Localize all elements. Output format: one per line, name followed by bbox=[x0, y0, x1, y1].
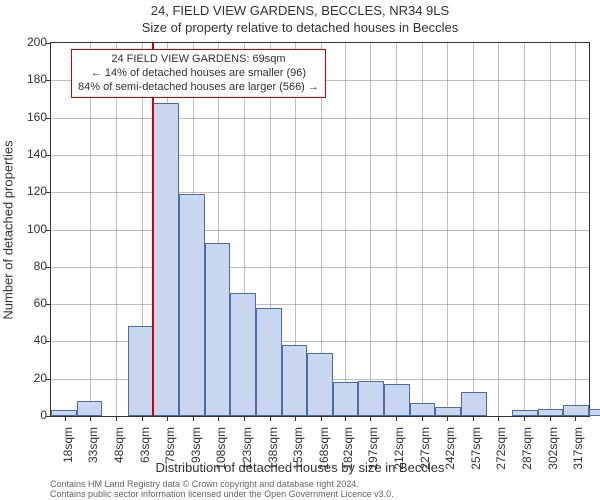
histogram-bar bbox=[282, 345, 308, 416]
annotation-line-1: 24 FIELD VIEW GARDENS: 69sqm bbox=[78, 53, 319, 67]
y-tick-label: 60 bbox=[7, 296, 47, 310]
x-tick-label: 18sqm bbox=[61, 427, 75, 487]
histogram-bar bbox=[435, 407, 461, 416]
grid-line-v bbox=[447, 43, 448, 416]
grid-line-v bbox=[550, 43, 551, 416]
footer-line-2: Contains public sector information licen… bbox=[50, 490, 394, 500]
marker-line bbox=[152, 43, 154, 416]
histogram-bar bbox=[179, 194, 205, 416]
histogram-bar bbox=[358, 381, 384, 416]
x-tick-label: 227sqm bbox=[418, 427, 432, 487]
grid-line-v bbox=[422, 43, 423, 416]
x-tick-label: 197sqm bbox=[366, 427, 380, 487]
annotation-line-3: 84% of semi-detached houses are larger (… bbox=[78, 81, 319, 95]
x-tick-label: 272sqm bbox=[494, 427, 508, 487]
histogram-bar bbox=[77, 401, 103, 416]
x-tick-mark bbox=[321, 416, 322, 421]
grid-line-v bbox=[345, 43, 346, 416]
grid-line-v bbox=[524, 43, 525, 416]
grid-line-v bbox=[498, 43, 499, 416]
x-tick-label: 182sqm bbox=[341, 427, 355, 487]
y-tick-label: 100 bbox=[7, 222, 47, 236]
grid-line-v bbox=[370, 43, 371, 416]
x-tick-label: 78sqm bbox=[163, 427, 177, 487]
x-tick-mark bbox=[295, 416, 296, 421]
page-title: 24, FIELD VIEW GARDENS, BECCLES, NR34 9L… bbox=[0, 3, 600, 18]
x-tick-mark bbox=[345, 416, 346, 421]
x-tick-label: 33sqm bbox=[86, 427, 100, 487]
x-tick-label: 48sqm bbox=[112, 427, 126, 487]
y-tick-label: 40 bbox=[7, 333, 47, 347]
x-tick-label: 168sqm bbox=[317, 427, 331, 487]
histogram-bar bbox=[461, 392, 487, 416]
annotation-line-2: ← 14% of detached houses are smaller (96… bbox=[78, 67, 319, 81]
y-tick-label: 80 bbox=[7, 259, 47, 273]
plot-area: 24 FIELD VIEW GARDENS: 69sqm ← 14% of de… bbox=[50, 42, 590, 417]
x-tick-mark bbox=[167, 416, 168, 421]
histogram-bar bbox=[307, 353, 333, 416]
histogram-bar bbox=[256, 308, 282, 416]
grid-line-v bbox=[116, 43, 117, 416]
grid-line-v bbox=[396, 43, 397, 416]
x-tick-label: 108sqm bbox=[214, 427, 228, 487]
x-tick-mark bbox=[370, 416, 371, 421]
x-tick-mark bbox=[270, 416, 271, 421]
x-tick-label: 242sqm bbox=[443, 427, 457, 487]
histogram-bar bbox=[51, 410, 77, 416]
chart-page: 24, FIELD VIEW GARDENS, BECCLES, NR34 9L… bbox=[0, 0, 600, 500]
x-tick-mark bbox=[193, 416, 194, 421]
x-tick-label: 317sqm bbox=[571, 427, 585, 487]
annotation-box: 24 FIELD VIEW GARDENS: 69sqm ← 14% of de… bbox=[71, 49, 326, 98]
x-tick-label: 63sqm bbox=[138, 427, 152, 487]
x-tick-mark bbox=[524, 416, 525, 421]
x-tick-mark bbox=[116, 416, 117, 421]
x-tick-mark bbox=[244, 416, 245, 421]
y-tick-label: 120 bbox=[7, 184, 47, 198]
histogram-bar bbox=[205, 243, 231, 416]
x-tick-mark bbox=[550, 416, 551, 421]
histogram-bar bbox=[563, 405, 589, 416]
histogram-bar bbox=[589, 409, 600, 416]
y-tick-label: 200 bbox=[7, 35, 47, 49]
histogram-bar bbox=[333, 382, 359, 416]
x-tick-mark bbox=[473, 416, 474, 421]
x-tick-label: 257sqm bbox=[469, 427, 483, 487]
x-tick-label: 287sqm bbox=[520, 427, 534, 487]
x-tick-mark bbox=[65, 416, 66, 421]
y-tick-label: 0 bbox=[7, 408, 47, 422]
x-tick-mark bbox=[447, 416, 448, 421]
x-tick-mark bbox=[90, 416, 91, 421]
x-tick-mark bbox=[396, 416, 397, 421]
x-tick-label: 93sqm bbox=[189, 427, 203, 487]
histogram-bar bbox=[512, 410, 538, 416]
histogram-bar bbox=[384, 384, 410, 416]
histogram-bar bbox=[410, 403, 436, 416]
x-tick-mark bbox=[422, 416, 423, 421]
x-tick-label: 212sqm bbox=[392, 427, 406, 487]
x-tick-label: 138sqm bbox=[266, 427, 280, 487]
y-tick-label: 160 bbox=[7, 110, 47, 124]
x-tick-mark bbox=[142, 416, 143, 421]
x-tick-mark bbox=[575, 416, 576, 421]
chart-subtitle: Size of property relative to detached ho… bbox=[0, 20, 600, 35]
grid-line-v bbox=[473, 43, 474, 416]
x-tick-label: 153sqm bbox=[291, 427, 305, 487]
y-tick-label: 20 bbox=[7, 371, 47, 385]
grid-line-v bbox=[575, 43, 576, 416]
x-tick-label: 123sqm bbox=[240, 427, 254, 487]
histogram-bar bbox=[230, 293, 256, 416]
histogram-bar bbox=[538, 409, 564, 416]
histogram-bar bbox=[153, 103, 179, 416]
x-tick-label: 302sqm bbox=[546, 427, 560, 487]
y-tick-label: 180 bbox=[7, 72, 47, 86]
grid-line-v bbox=[90, 43, 91, 416]
x-tick-mark bbox=[498, 416, 499, 421]
y-tick-label: 140 bbox=[7, 147, 47, 161]
x-tick-mark bbox=[218, 416, 219, 421]
histogram-bar bbox=[128, 326, 154, 416]
